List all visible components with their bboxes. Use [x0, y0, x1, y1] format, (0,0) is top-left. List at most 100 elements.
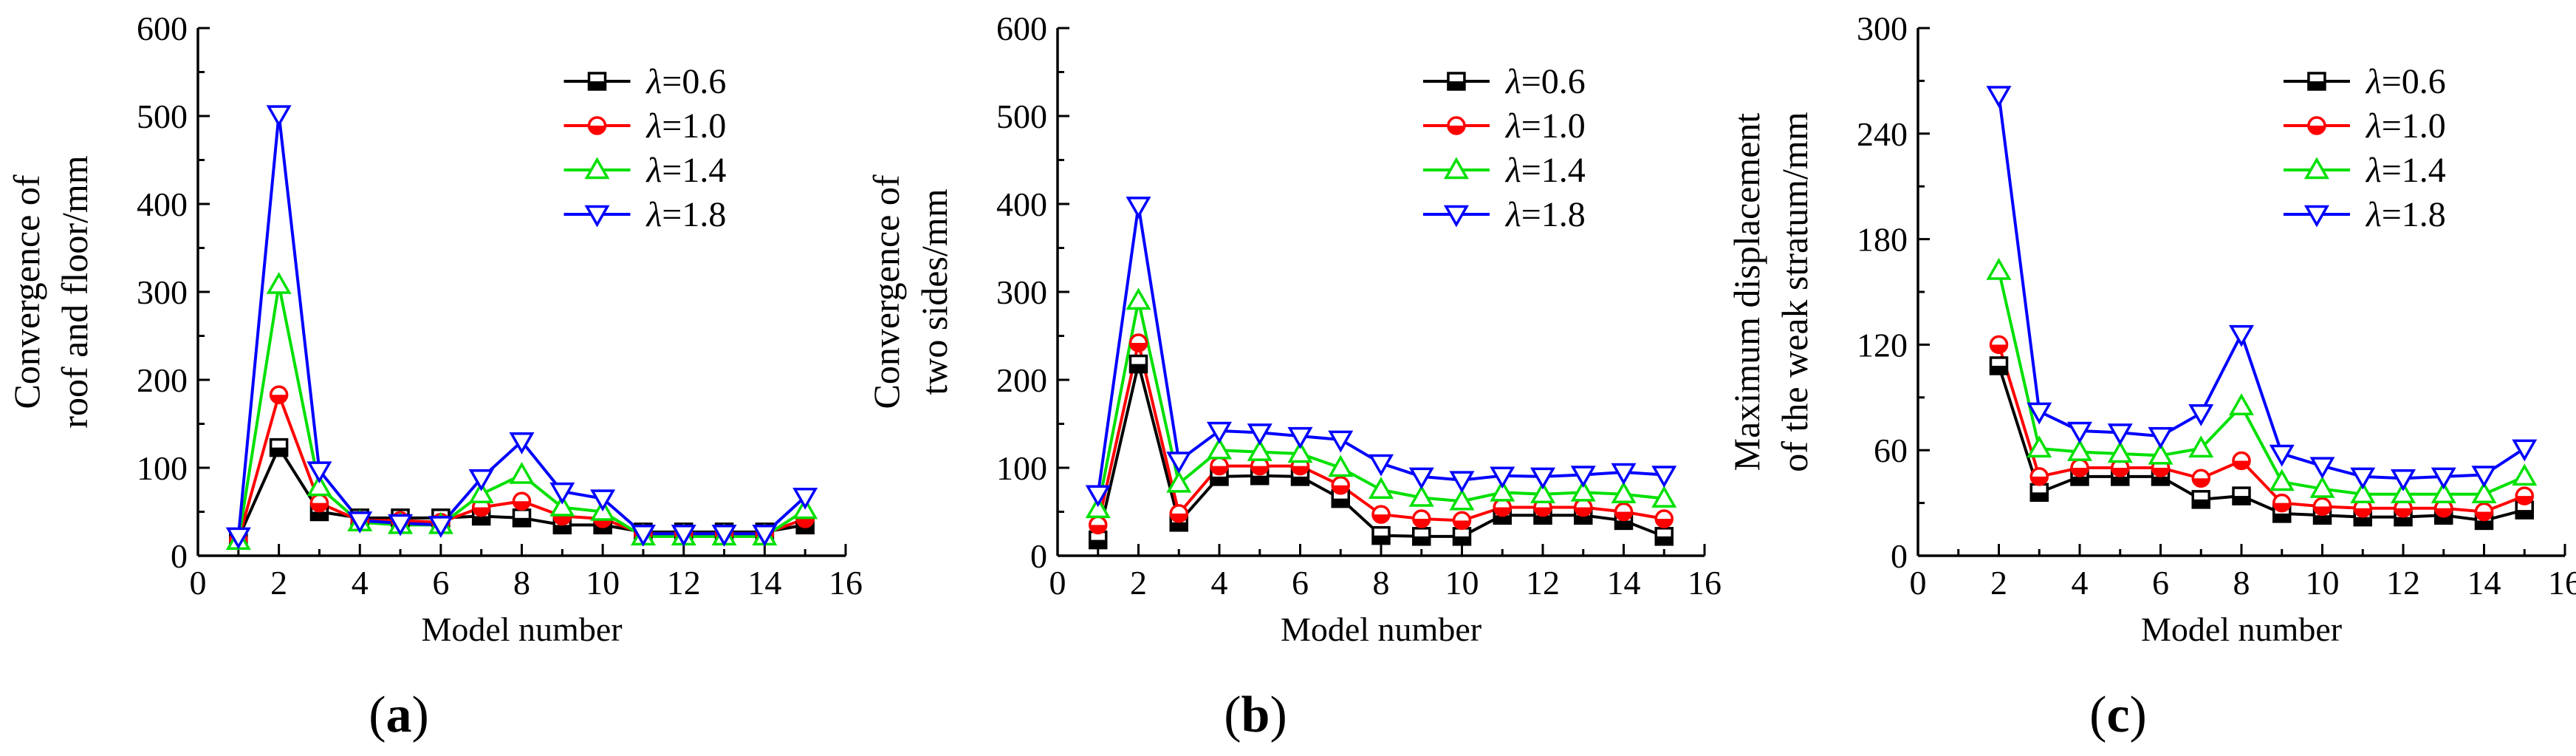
data-point-series-0-fill — [2476, 520, 2493, 529]
legend-item: λ=0.6 — [2283, 62, 2446, 101]
legend-marker-fill — [2308, 126, 2325, 134]
data-point-series-0-fill — [2193, 499, 2210, 508]
data-point-series-2 — [2350, 481, 2376, 503]
data-point-series-0-fill — [2314, 515, 2331, 524]
data-point-series-1 — [1089, 515, 1108, 535]
legend-item: λ=1.4 — [564, 151, 727, 190]
data-point-series-0-fill — [2233, 496, 2250, 505]
data-point-series-1 — [2191, 469, 2210, 488]
data-point-series-1-fill — [1453, 520, 1470, 529]
data-point-series-1 — [1169, 504, 1188, 523]
data-point-series-0 — [1128, 354, 1148, 374]
data-point-series-3 — [1490, 466, 1515, 489]
data-point-series-2 — [1287, 440, 1313, 463]
data-point-series-1-fill — [1535, 507, 1551, 516]
data-point-series-2 — [2269, 469, 2295, 491]
data-point-series-1-fill — [1089, 525, 1106, 534]
data-point-series-3 — [2471, 466, 2497, 488]
data-point-series-1-fill — [1494, 507, 1511, 516]
legend-item: λ=1.0 — [2283, 106, 2446, 146]
data-point-series-1 — [512, 491, 532, 511]
data-point-series-1-fill — [1373, 514, 1389, 523]
data-point-series-1 — [1128, 333, 1148, 353]
data-point-series-2 — [2188, 435, 2214, 458]
data-point-series-3 — [266, 105, 292, 128]
y-tick-label: 100 — [137, 449, 188, 487]
data-point-series-3 — [590, 489, 616, 512]
y-tick-label: 600 — [137, 10, 188, 47]
data-point-series-1-fill — [2314, 506, 2331, 515]
data-point-series-0-fill — [1575, 515, 1592, 524]
data-point-series-1 — [2474, 502, 2494, 522]
data-point-series-2 — [1408, 484, 1434, 507]
data-point-series-3 — [2066, 421, 2093, 444]
data-point-series-3 — [1408, 467, 1434, 490]
data-point-series-3 — [711, 525, 737, 547]
data-point-series-1-fill — [1656, 519, 1673, 528]
data-point-series-2 — [2512, 463, 2538, 486]
data-point-series-0-fill — [1615, 520, 1632, 529]
data-point-series-3 — [1328, 430, 1354, 453]
data-point-series-0-fill — [2273, 513, 2290, 522]
legend-item: λ=1.4 — [1422, 151, 1586, 190]
data-point-series-2 — [1986, 257, 2012, 280]
y-tick-label: 400 — [137, 185, 188, 223]
legend-item: λ=0.6 — [564, 62, 726, 101]
legend-item: λ=1.0 — [1422, 106, 1586, 146]
data-point-series-1-fill — [2152, 468, 2169, 476]
panel-label-a: (a) — [369, 687, 429, 743]
x-tick-label: 8 — [513, 564, 530, 602]
y-tick-label: 0 — [1891, 537, 1908, 575]
data-point-series-2 — [2431, 481, 2456, 503]
data-point-series-1 — [2232, 451, 2251, 471]
data-point-series-2 — [1611, 481, 1637, 503]
data-point-series-0-fill — [1251, 475, 1268, 484]
x-tick-label: 2 — [1990, 564, 2007, 602]
legend-label: λ=1.4 — [1504, 151, 1586, 190]
y-tick-label: 100 — [996, 449, 1047, 487]
y-tick-label: 240 — [1857, 115, 1908, 153]
data-point-series-0-fill — [2516, 510, 2533, 519]
data-point-series-3 — [752, 525, 778, 547]
data-point-series-0-fill — [1130, 364, 1147, 372]
data-point-series-2 — [2471, 481, 2497, 503]
data-point-series-1-fill — [1171, 513, 1188, 522]
panel-label-b: (b) — [1224, 687, 1287, 743]
data-point-series-2 — [306, 474, 332, 497]
chart-panel-a: 0 100 200 300 400 500 600 0 2 4 6 8 10 12 14 16 Model nu… — [6, 10, 863, 648]
x-tick-label: 12 — [2386, 564, 2420, 602]
data-point-series-3 — [468, 469, 494, 491]
data-point-series-1-fill — [554, 516, 571, 525]
legend-label: λ=1.4 — [645, 151, 727, 190]
x-tick-label: 14 — [747, 564, 781, 602]
data-point-series-2 — [549, 494, 575, 517]
legend-marker — [587, 116, 607, 135]
data-point-series-2 — [1530, 481, 1556, 503]
data-point-series-1 — [2070, 458, 2089, 477]
data-point-series-1 — [1574, 497, 1593, 517]
data-point-series-1 — [1493, 497, 1512, 517]
legend-label: λ=0.6 — [2365, 62, 2446, 101]
data-point-series-1-fill — [270, 395, 287, 403]
data-point-series-2 — [1328, 454, 1354, 477]
data-point-series-1-fill — [2031, 476, 2048, 485]
legend-marker-fill — [1448, 81, 1465, 89]
legend-label: λ=1.8 — [1504, 195, 1586, 234]
y-tick-label: 200 — [996, 361, 1047, 399]
legend-item: λ=1.4 — [2283, 151, 2446, 190]
data-point-series-0-fill — [554, 525, 571, 534]
data-point-series-2 — [1206, 437, 1233, 460]
data-point-series-1 — [1614, 502, 1634, 522]
x-tick-label: 2 — [270, 564, 287, 602]
legend-marker — [2307, 72, 2326, 91]
legend-label: λ=1.8 — [645, 195, 727, 234]
legend-item: λ=0.6 — [1422, 62, 1586, 101]
data-point-series-1-fill — [2193, 478, 2210, 487]
data-point-series-1-fill — [2111, 468, 2128, 476]
data-point-series-1-fill — [1292, 466, 1309, 474]
data-point-series-3 — [2148, 426, 2174, 449]
y-tick-label: 500 — [996, 98, 1047, 135]
chart-panel-c: 0 60 120 180 240 300 0 2 4 6 8 10 12 14 16 Model number… — [1726, 10, 2576, 648]
data-point-series-0-fill — [2395, 517, 2411, 525]
data-point-series-1 — [2029, 467, 2049, 486]
